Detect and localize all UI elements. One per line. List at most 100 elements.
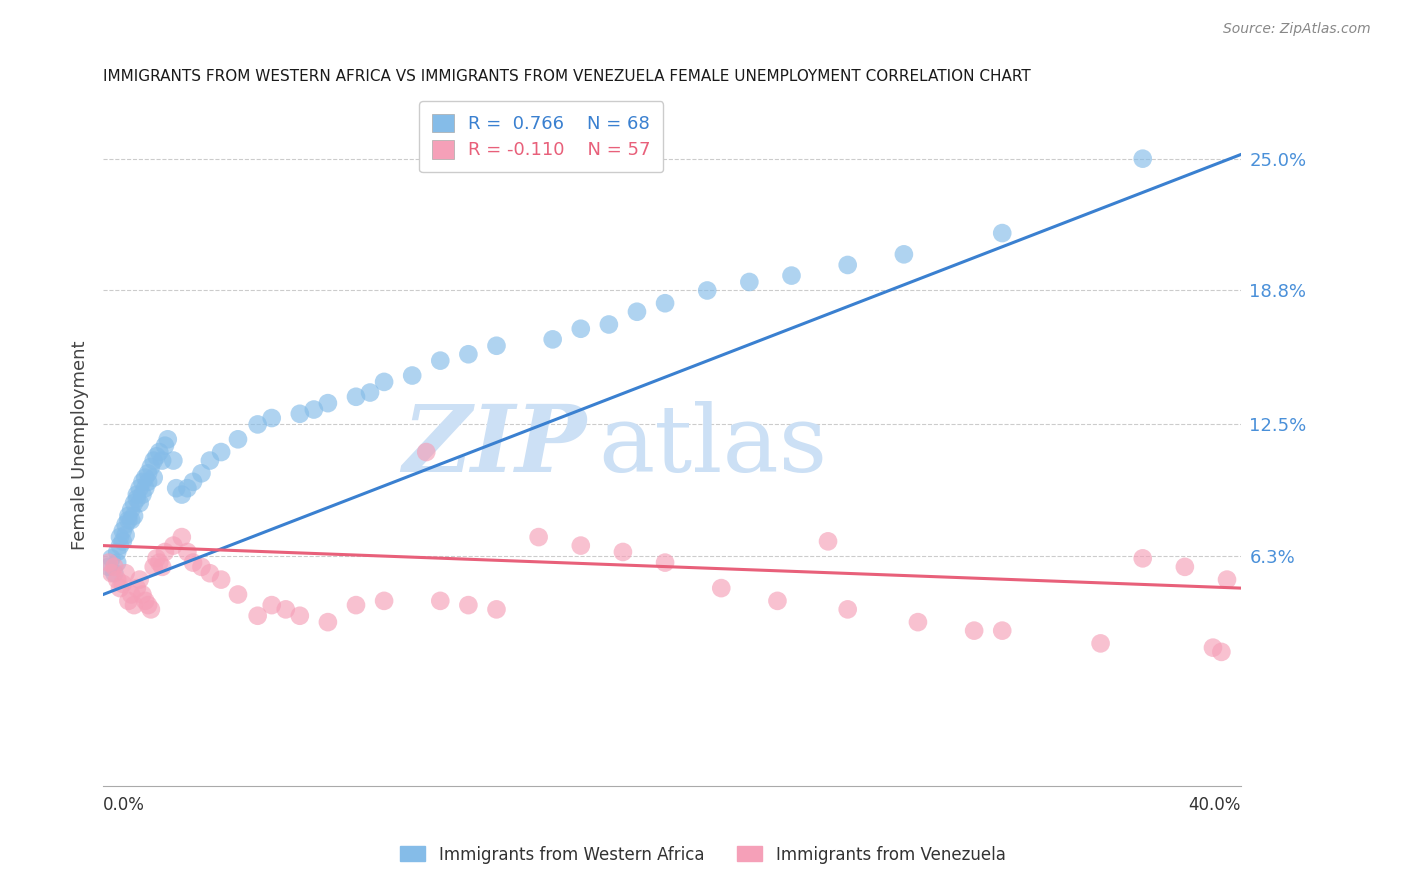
- Point: [136, 598, 159, 612]
- Point: [246, 608, 269, 623]
- Point: [569, 322, 592, 336]
- Point: [198, 566, 221, 581]
- Point: [176, 481, 198, 495]
- Point: [457, 598, 479, 612]
- Point: [401, 368, 423, 383]
- Point: [302, 402, 325, 417]
- Point: [1211, 645, 1233, 659]
- Point: [457, 347, 479, 361]
- Point: [103, 559, 125, 574]
- Point: [114, 517, 136, 532]
- Point: [1174, 559, 1197, 574]
- Point: [122, 508, 145, 523]
- Point: [162, 453, 184, 467]
- Point: [97, 556, 120, 570]
- Point: [150, 453, 173, 467]
- Point: [128, 481, 150, 495]
- Point: [344, 598, 367, 612]
- Point: [125, 487, 148, 501]
- Point: [105, 573, 128, 587]
- Point: [103, 566, 125, 581]
- Point: [117, 508, 139, 523]
- Text: Source: ZipAtlas.com: Source: ZipAtlas.com: [1223, 22, 1371, 37]
- Point: [100, 551, 122, 566]
- Point: [288, 407, 311, 421]
- Point: [1132, 551, 1154, 566]
- Point: [837, 258, 859, 272]
- Point: [527, 530, 550, 544]
- Point: [359, 385, 381, 400]
- Point: [122, 598, 145, 612]
- Point: [142, 470, 165, 484]
- Point: [117, 513, 139, 527]
- Point: [134, 594, 156, 608]
- Point: [780, 268, 803, 283]
- Point: [165, 481, 187, 495]
- Point: [128, 573, 150, 587]
- Point: [817, 534, 839, 549]
- Text: ZIP: ZIP: [402, 401, 586, 491]
- Point: [122, 496, 145, 510]
- Point: [156, 432, 179, 446]
- Point: [153, 545, 176, 559]
- Point: [120, 587, 142, 601]
- Point: [569, 539, 592, 553]
- Point: [105, 545, 128, 559]
- Point: [190, 467, 212, 481]
- Text: IMMIGRANTS FROM WESTERN AFRICA VS IMMIGRANTS FROM VENEZUELA FEMALE UNEMPLOYMENT : IMMIGRANTS FROM WESTERN AFRICA VS IMMIGR…: [103, 69, 1031, 84]
- Point: [181, 556, 204, 570]
- Point: [893, 247, 915, 261]
- Point: [626, 304, 648, 318]
- Point: [963, 624, 986, 638]
- Point: [710, 581, 733, 595]
- Point: [131, 587, 153, 601]
- Point: [373, 375, 395, 389]
- Point: [162, 539, 184, 553]
- Point: [1202, 640, 1225, 655]
- Point: [176, 545, 198, 559]
- Point: [136, 475, 159, 489]
- Point: [181, 475, 204, 489]
- Point: [145, 450, 167, 464]
- Point: [105, 556, 128, 570]
- Point: [190, 559, 212, 574]
- Y-axis label: Female Unemployment: Female Unemployment: [72, 341, 89, 550]
- Point: [429, 594, 451, 608]
- Point: [170, 530, 193, 544]
- Point: [142, 453, 165, 467]
- Point: [114, 528, 136, 542]
- Point: [226, 587, 249, 601]
- Point: [153, 439, 176, 453]
- Point: [274, 602, 297, 616]
- Point: [125, 581, 148, 595]
- Point: [111, 577, 134, 591]
- Point: [991, 226, 1014, 240]
- Point: [108, 530, 131, 544]
- Point: [111, 534, 134, 549]
- Point: [316, 396, 339, 410]
- Point: [198, 453, 221, 467]
- Point: [120, 502, 142, 516]
- Point: [170, 487, 193, 501]
- Point: [117, 594, 139, 608]
- Point: [108, 581, 131, 595]
- Point: [134, 481, 156, 495]
- Point: [415, 445, 437, 459]
- Point: [696, 284, 718, 298]
- Point: [145, 551, 167, 566]
- Point: [97, 559, 120, 574]
- Point: [131, 475, 153, 489]
- Point: [1132, 152, 1154, 166]
- Point: [134, 470, 156, 484]
- Point: [738, 275, 761, 289]
- Point: [766, 594, 789, 608]
- Point: [136, 467, 159, 481]
- Point: [344, 390, 367, 404]
- Point: [139, 602, 162, 616]
- Legend: Immigrants from Western Africa, Immigrants from Venezuela: Immigrants from Western Africa, Immigran…: [394, 839, 1012, 871]
- Point: [612, 545, 634, 559]
- Point: [541, 332, 564, 346]
- Point: [288, 608, 311, 623]
- Point: [131, 487, 153, 501]
- Point: [654, 296, 676, 310]
